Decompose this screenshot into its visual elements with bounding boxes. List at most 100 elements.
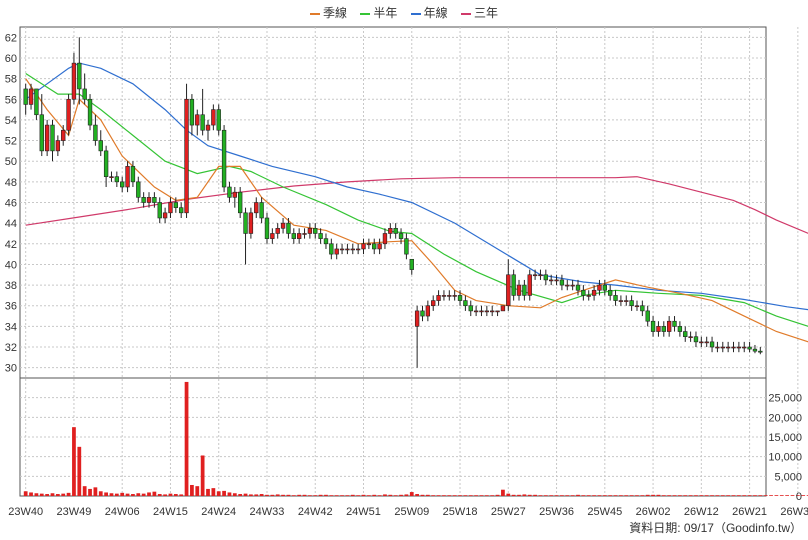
volume-bar	[452, 495, 457, 496]
candle-body	[329, 243, 334, 255]
volume-bar	[120, 492, 125, 496]
volume-bar	[372, 494, 377, 496]
volume-bar	[570, 495, 575, 496]
candle	[484, 305, 490, 317]
volume-bar	[710, 495, 714, 496]
candle	[270, 228, 275, 244]
candle-body	[473, 310, 479, 313]
candle	[479, 305, 484, 317]
candle-body	[688, 336, 693, 339]
volume-bar	[286, 494, 291, 496]
candle	[388, 223, 393, 239]
candle-body	[431, 300, 436, 307]
candle	[742, 341, 747, 353]
volume-bar	[667, 495, 672, 496]
candle	[720, 341, 725, 353]
candle	[431, 295, 436, 311]
volume-bar	[152, 491, 157, 496]
candle-body	[457, 295, 463, 301]
candle	[404, 233, 409, 260]
candle	[490, 305, 495, 317]
volume-bar	[23, 491, 28, 496]
candle	[409, 258, 414, 275]
candle	[688, 331, 693, 342]
volume-bar	[742, 495, 747, 496]
candle	[543, 269, 549, 286]
volume-bar	[779, 495, 784, 496]
candle	[570, 279, 575, 291]
candle-body	[736, 346, 742, 349]
candle	[66, 94, 71, 136]
volume-bar	[361, 494, 366, 496]
grid-layer	[20, 27, 799, 496]
volume-bar	[753, 495, 757, 496]
volume-bar	[586, 495, 591, 496]
legend-label-3year: 三年	[474, 6, 499, 20]
week-tick-label: 23W49	[57, 506, 92, 518]
volume-bar	[50, 493, 55, 496]
price-tick-label: 44	[5, 218, 17, 230]
candle-body	[414, 310, 420, 327]
candle-body	[725, 346, 731, 349]
candle-body	[388, 228, 393, 234]
week-tick-label: 26W02	[636, 506, 671, 518]
volume-bar	[238, 494, 243, 496]
candle-body	[162, 212, 168, 219]
candle-body	[661, 326, 666, 332]
volume-bar	[608, 495, 613, 496]
volume-bar	[597, 495, 602, 496]
candle	[382, 228, 388, 249]
legend-swatch-year	[410, 12, 421, 15]
volume-bar	[104, 492, 108, 496]
candle	[98, 130, 103, 157]
candle	[704, 336, 709, 348]
candle-body	[607, 289, 613, 296]
candle-body	[216, 109, 221, 131]
week-tick-label: 24W42	[298, 506, 333, 518]
volume-bar	[356, 495, 361, 496]
candle-body	[125, 166, 130, 188]
candle-body	[398, 233, 404, 239]
candle-body	[243, 212, 248, 234]
candle	[286, 217, 291, 239]
candle-body	[44, 124, 50, 152]
price-tick-label: 30	[5, 363, 17, 375]
candle	[736, 341, 742, 353]
candle	[50, 119, 55, 162]
volume-bar	[206, 488, 210, 496]
candle-body	[549, 279, 554, 282]
candle-body	[130, 166, 136, 183]
volume-bar	[88, 488, 92, 496]
price-tick-label: 46	[5, 198, 17, 210]
volume-bar	[98, 491, 103, 496]
price-tick-label: 56	[5, 94, 17, 106]
price-tick-label: 50	[5, 156, 17, 168]
candle-body	[120, 181, 125, 188]
price-tick-label: 42	[5, 239, 17, 251]
price-tick-label: 34	[5, 321, 17, 333]
candle	[232, 187, 237, 208]
candle-body	[280, 222, 286, 229]
volume-bar	[340, 495, 344, 496]
candle-body	[468, 305, 473, 312]
candle-body	[82, 88, 87, 100]
candle	[307, 223, 313, 239]
volume-bar	[157, 494, 162, 496]
volume-bar	[190, 484, 194, 496]
legend-label-year: 年線	[423, 6, 448, 20]
candle-body	[420, 310, 425, 317]
candle-body	[382, 233, 388, 245]
candle-body	[114, 176, 120, 183]
candle	[237, 187, 243, 218]
candle-body	[205, 124, 211, 131]
volume-bar	[34, 493, 39, 496]
volume-bar	[672, 495, 677, 496]
volume-bar	[683, 495, 688, 496]
volume-layer	[23, 381, 808, 496]
volume-bar	[635, 495, 639, 496]
candle	[393, 223, 398, 239]
candle	[141, 192, 146, 208]
candle-body	[184, 98, 189, 214]
volume-bar	[216, 491, 221, 496]
